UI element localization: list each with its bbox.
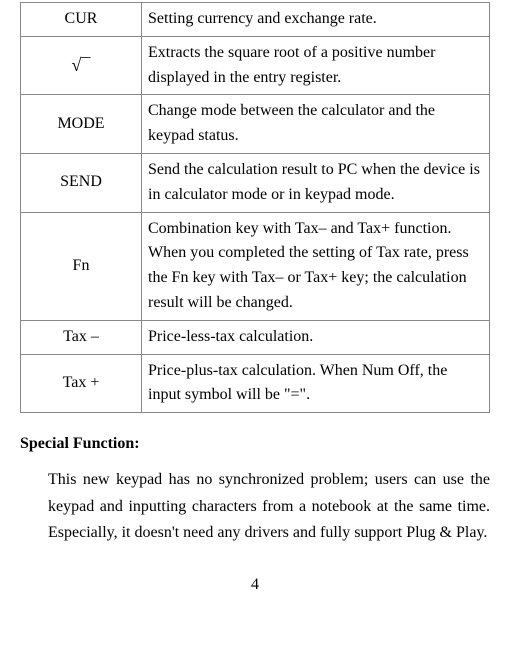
table-row: √¯ Extracts the square root of a positiv… — [21, 36, 490, 95]
desc-cell-tax-minus: Price-less-tax calculation. — [142, 320, 490, 354]
table-row: SEND Send the calculation result to PC w… — [21, 153, 490, 212]
key-cell-cur: CUR — [21, 3, 142, 37]
key-cell-tax-minus: Tax – — [21, 320, 142, 354]
section-paragraph: This new keypad has no synchronized prob… — [48, 467, 490, 546]
sqrt-icon: √¯ — [72, 52, 91, 80]
key-cell-tax-plus: Tax + — [21, 354, 142, 413]
desc-cell-tax-plus: Price-plus-tax calculation. When Num Off… — [142, 354, 490, 413]
key-function-table: CUR Setting currency and exchange rate. … — [20, 2, 490, 413]
desc-cell-cur: Setting currency and exchange rate. — [142, 3, 490, 37]
key-cell-fn: Fn — [21, 212, 142, 320]
table-row: CUR Setting currency and exchange rate. — [21, 3, 490, 37]
page-number: 4 — [20, 576, 490, 594]
table-row: MODE Change mode between the calculator … — [21, 95, 490, 154]
desc-cell-mode: Change mode between the calculator and t… — [142, 95, 490, 154]
section-heading: Special Function: — [20, 435, 490, 453]
key-cell-sqrt: √¯ — [21, 36, 142, 95]
table-row: Tax + Price-plus-tax calculation. When N… — [21, 354, 490, 413]
desc-cell-fn: Combination key with Tax– and Tax+ funct… — [142, 212, 490, 320]
key-cell-send: SEND — [21, 153, 142, 212]
table-row: Tax – Price-less-tax calculation. — [21, 320, 490, 354]
desc-cell-sqrt: Extracts the square root of a positive n… — [142, 36, 490, 95]
table-row: Fn Combination key with Tax– and Tax+ fu… — [21, 212, 490, 320]
desc-cell-send: Send the calculation result to PC when t… — [142, 153, 490, 212]
key-cell-mode: MODE — [21, 95, 142, 154]
manual-page: CUR Setting currency and exchange rate. … — [0, 2, 510, 594]
